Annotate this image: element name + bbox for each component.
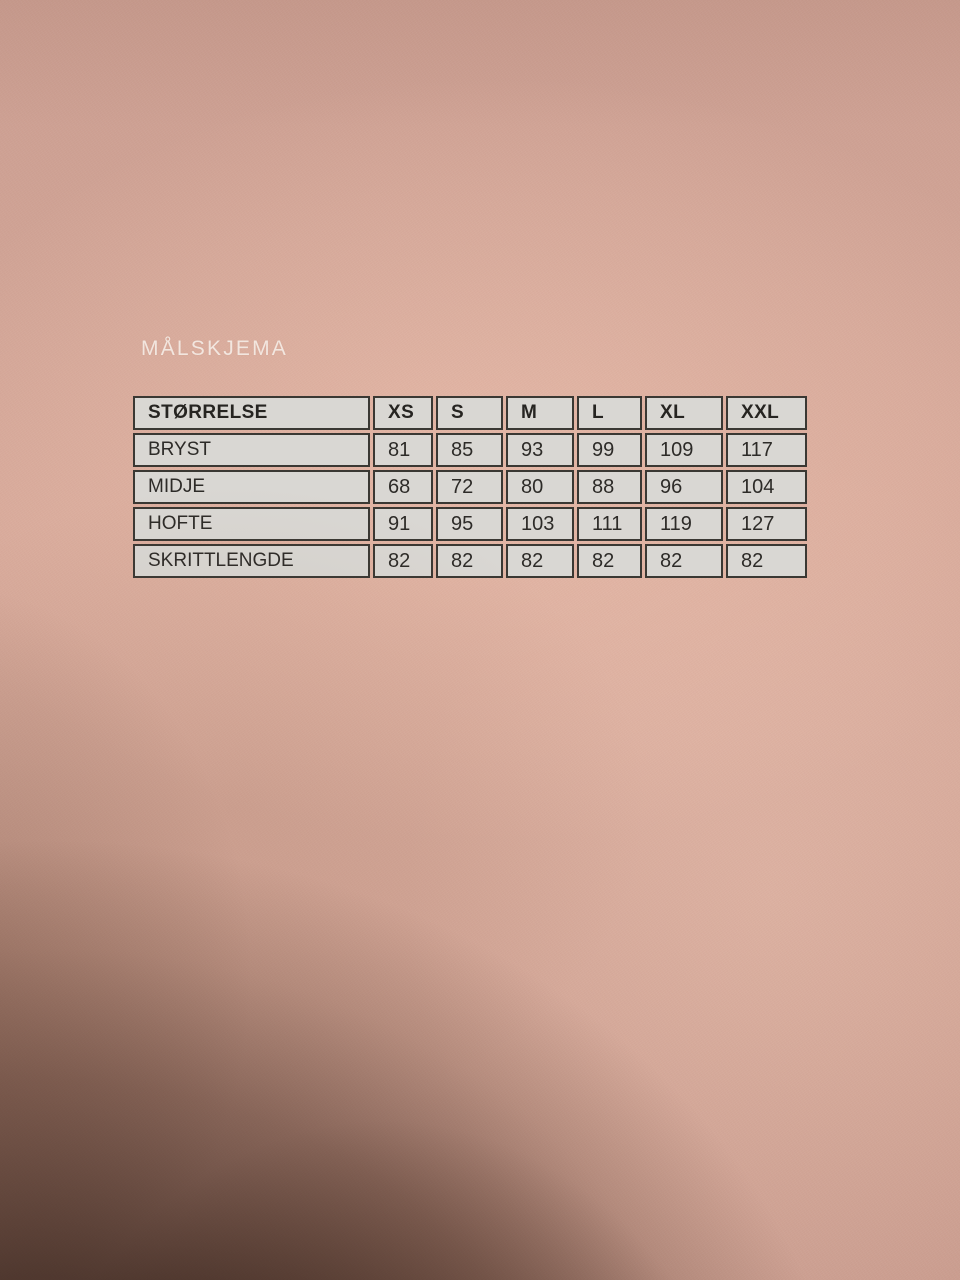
col-header-s: S — [436, 396, 503, 430]
size-value-cell: 82 — [577, 544, 642, 578]
size-value-cell: 95 — [436, 507, 503, 541]
size-value-cell: 82 — [373, 544, 433, 578]
size-value-cell: 93 — [506, 433, 574, 467]
size-value-cell: 88 — [577, 470, 642, 504]
size-value-cell: 80 — [506, 470, 574, 504]
size-value-cell: 99 — [577, 433, 642, 467]
size-value-cell: 117 — [726, 433, 807, 467]
size-value-cell: 103 — [506, 507, 574, 541]
size-value-cell: 82 — [645, 544, 723, 578]
table-row-hofte: HOFTE 91 95 103 111 119 127 — [133, 507, 807, 541]
size-value-cell: 85 — [436, 433, 503, 467]
row-label-skrittlengde: SKRITTLENGDE — [133, 544, 370, 578]
col-header-xs: XS — [373, 396, 433, 430]
row-label-midje: MIDJE — [133, 470, 370, 504]
size-value-cell: 96 — [645, 470, 723, 504]
col-header-m: M — [506, 396, 574, 430]
size-value-cell: 68 — [373, 470, 433, 504]
col-header-xl: XL — [645, 396, 723, 430]
size-value-cell: 109 — [645, 433, 723, 467]
size-value-cell: 82 — [506, 544, 574, 578]
row-label-bryst: BRYST — [133, 433, 370, 467]
size-value-cell: 119 — [645, 507, 723, 541]
col-header-l: L — [577, 396, 642, 430]
row-label-hofte: HOFTE — [133, 507, 370, 541]
size-value-cell: 104 — [726, 470, 807, 504]
table-header-row: STØRRELSE XS S M L XL XXL — [133, 396, 807, 430]
table-row-midje: MIDJE 68 72 80 88 96 104 — [133, 470, 807, 504]
col-header-storrelse: STØRRELSE — [133, 396, 370, 430]
page-title: MÅLSKJEMA — [141, 337, 288, 360]
col-header-xxl: XXL — [726, 396, 807, 430]
table-row-skrittlengde: SKRITTLENGDE 82 82 82 82 82 82 — [133, 544, 807, 578]
size-value-cell: 81 — [373, 433, 433, 467]
size-value-cell: 72 — [436, 470, 503, 504]
table-row-bryst: BRYST 81 85 93 99 109 117 — [133, 433, 807, 467]
size-value-cell: 82 — [726, 544, 807, 578]
size-value-cell: 111 — [577, 507, 642, 541]
size-value-cell: 127 — [726, 507, 807, 541]
size-chart-table: STØRRELSE XS S M L XL XXL BRYST 81 85 93… — [130, 393, 810, 581]
size-value-cell: 91 — [373, 507, 433, 541]
size-value-cell: 82 — [436, 544, 503, 578]
